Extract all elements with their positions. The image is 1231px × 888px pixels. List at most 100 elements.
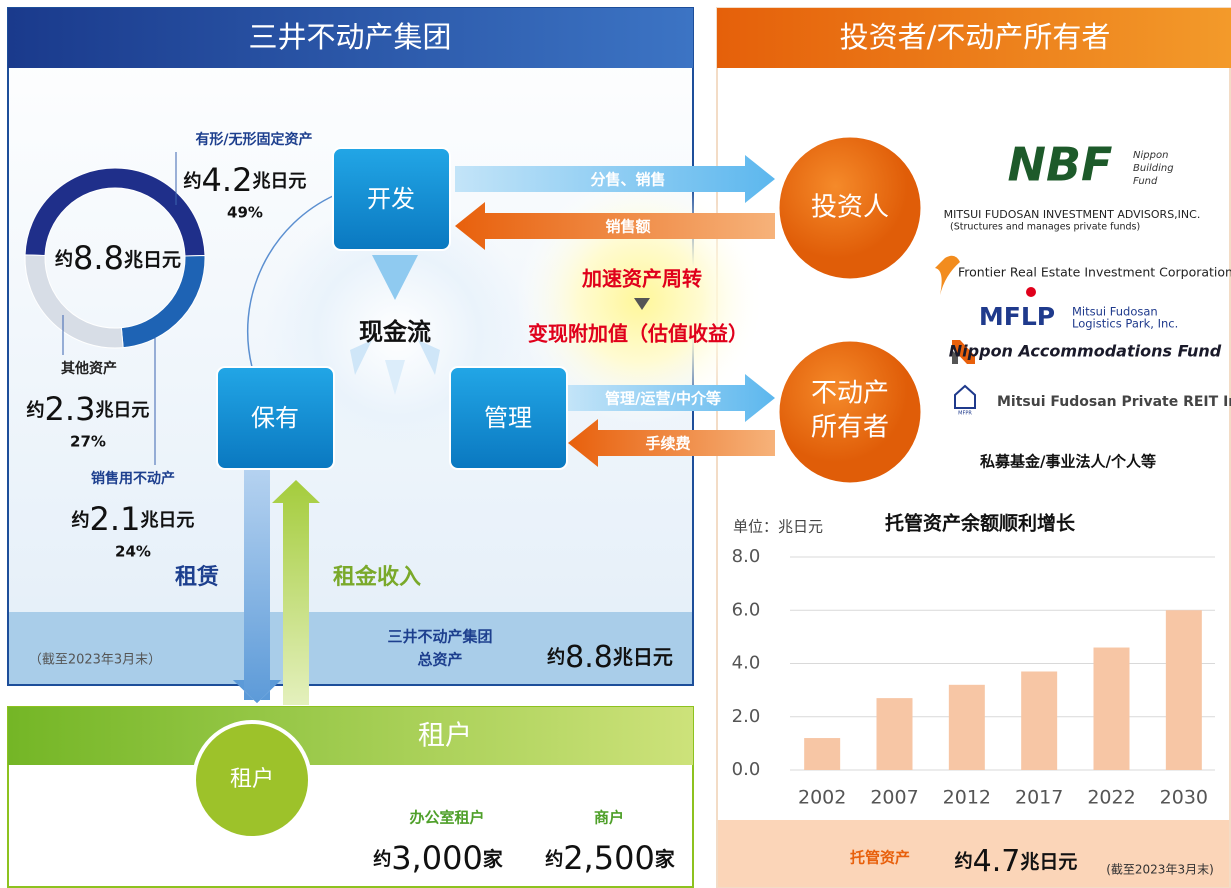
logo-icon (952, 350, 958, 364)
y-tick-label: 8.0 (732, 546, 761, 567)
amount-unit: 兆日元 (1020, 851, 1077, 873)
logo: NBF (1008, 138, 1113, 192)
circle-label: 投资人 (811, 193, 889, 223)
footnote: (截至2023年3月末) (1106, 863, 1214, 877)
bar (1093, 647, 1130, 770)
group-footer (9, 612, 692, 684)
tenant-header (8, 707, 693, 765)
note-arrow (634, 298, 650, 310)
donut-segment (24, 254, 124, 349)
logo-text: Building (1133, 163, 1174, 174)
bar (1021, 671, 1058, 770)
y-tick-label: 0.0 (732, 759, 761, 780)
amount-unit: 兆日元 (140, 510, 194, 531)
panel-title: 三井不动产集团 (248, 20, 451, 54)
flow-box (449, 366, 568, 470)
amount-unit: 家 (655, 847, 676, 871)
axis-label: 单位：兆日元 (733, 518, 823, 536)
amount-prefix: 约 (72, 509, 90, 531)
owner-circle (776, 338, 924, 486)
amount-prefix: 约 (545, 848, 563, 870)
segment-percent: 27% (70, 433, 106, 451)
flow-arrow (350, 340, 372, 375)
bar (948, 684, 985, 770)
amount-number: 8.8 (73, 239, 124, 277)
amount-prefix: 约 (55, 248, 73, 270)
donut-segment (24, 167, 206, 257)
investor-circle (776, 134, 924, 282)
note: 变现附加值（估值收益） (528, 322, 748, 346)
amount-number: 2,500 (563, 839, 655, 877)
amount: 约8.8兆日元 (547, 640, 673, 675)
amount: 约4.7兆日元 (955, 844, 1078, 879)
logo-text: Mitsui Fudosan Private REIT Inc. (997, 394, 1231, 410)
amount: 约3,000家 (373, 839, 504, 877)
investor-footer (718, 820, 1229, 887)
rent-arrow (272, 480, 320, 705)
segment-percent: 24% (115, 543, 151, 561)
total-label: 三井不动产集团 (387, 628, 492, 646)
arrow-label: 手续费 (645, 435, 690, 453)
group-header (8, 8, 693, 68)
logo-icon (935, 255, 960, 295)
amount: 约8.8兆日元 (55, 239, 181, 277)
y-tick-label: 2.0 (732, 706, 761, 727)
amount-number: 2.3 (45, 390, 96, 428)
tenant-label: 商户 (594, 809, 624, 827)
arrow (568, 419, 775, 467)
segment-percent: 49% (227, 204, 263, 222)
logo-text: MITSUI FUDOSAN INVESTMENT ADVISORS,INC. (944, 208, 1201, 221)
arrow-label: 分售、销售 (590, 171, 665, 189)
lease-arrow (233, 470, 281, 703)
x-tick-label: 2012 (943, 787, 991, 809)
arrow-label: 管理/运营/中介等 (605, 390, 721, 408)
x-tick-label: 2007 (870, 787, 918, 809)
amount-number: 4.2 (202, 161, 253, 199)
amount-number: 2.1 (90, 500, 141, 538)
logo-icon (1026, 287, 1036, 297)
logo-text: Nippon (1133, 150, 1168, 161)
flow-box (216, 366, 335, 470)
amount-unit: 兆日元 (95, 400, 149, 421)
lease-arrow (233, 680, 281, 703)
amount-prefix: 约 (184, 170, 202, 192)
cycle-arc (246, 194, 336, 368)
segment-name: 其他资产 (61, 360, 117, 377)
note: 加速资产周转 (581, 267, 702, 291)
footnote: （截至2023年3月末） (29, 653, 161, 668)
logo-text: Frontier Real Estate Investment Corporat… (958, 265, 1231, 280)
amount-prefix: 约 (955, 850, 973, 872)
amount-number: 3,000 (391, 839, 483, 877)
amount: 约2.1兆日元 (72, 500, 195, 538)
logo-text: Fund (1133, 176, 1158, 187)
amount-prefix: 约 (547, 646, 565, 668)
logo-icon (952, 340, 975, 364)
logo-text: MFPR (958, 411, 972, 417)
amount-unit: 兆日元 (252, 171, 306, 192)
circle-label: 不动产 (811, 379, 889, 409)
rent-label: 租金收入 (333, 564, 421, 590)
logo-text: Logistics Park, Inc. (1072, 317, 1178, 331)
box-label: 开发 (367, 185, 415, 213)
chart-title: 托管资产余额顺利增长 (885, 512, 1076, 535)
amount-unit: 兆日元 (124, 249, 181, 271)
bar (876, 698, 913, 770)
amount-number: 4.7 (973, 844, 1021, 879)
y-tick-label: 6.0 (732, 599, 761, 620)
panel-title: 租户 (418, 721, 472, 752)
total-label: 总资产 (417, 651, 462, 669)
logo-text: Nippon Accommodations Fund (949, 342, 1222, 361)
tenant-label: 办公室租户 (409, 809, 484, 827)
amount-prefix: 约 (27, 399, 45, 421)
y-tick-label: 4.0 (732, 653, 761, 674)
flow-arrow (385, 360, 405, 395)
x-tick-label: 2022 (1087, 787, 1135, 809)
x-tick-label: 2030 (1160, 787, 1208, 809)
segment-name: 销售用不动产 (91, 470, 175, 487)
logo-text: (Structures and manages private funds) (950, 222, 1140, 233)
logo-text: Mitsui Fudosan (1072, 305, 1158, 319)
amount-unit: 兆日元 (613, 645, 673, 669)
amount-unit: 家 (483, 847, 504, 871)
others: 私募基金/事业法人/个人等 (979, 453, 1156, 471)
